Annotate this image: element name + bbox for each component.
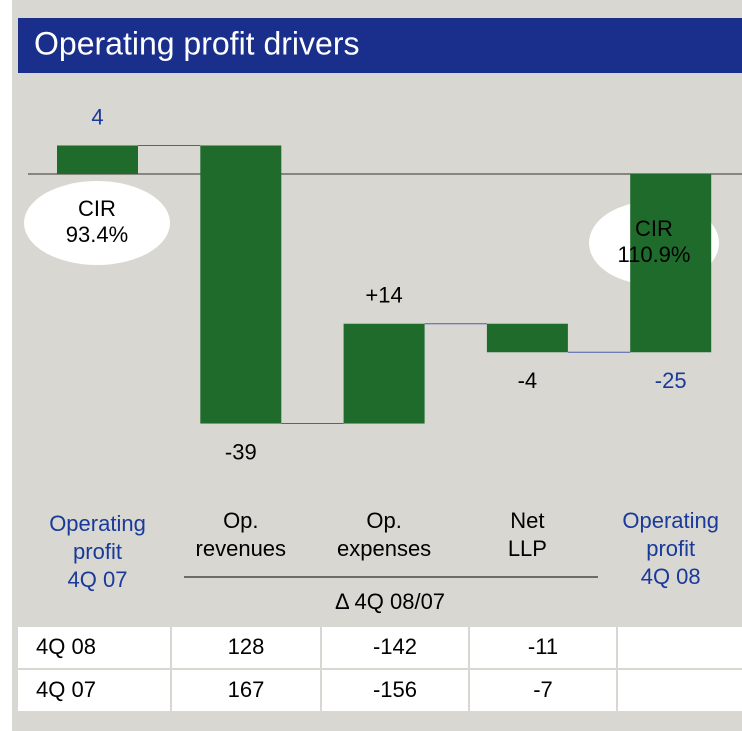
text-line: CIR xyxy=(635,216,673,241)
table-cell xyxy=(618,670,742,711)
category-label: Net LLP xyxy=(508,508,547,561)
text-line: expenses xyxy=(337,536,431,561)
table-text: 4Q 07 xyxy=(36,677,96,702)
value-label: +14 xyxy=(365,283,402,308)
title-bar xyxy=(18,18,742,73)
text-line: CIR xyxy=(78,196,116,221)
category-label: Op. expenses xyxy=(337,508,431,561)
table-cell xyxy=(470,670,616,711)
bar xyxy=(200,145,282,424)
bar xyxy=(343,323,425,424)
table-cell xyxy=(172,627,320,668)
value-label: -39 xyxy=(225,439,257,464)
table-cell xyxy=(18,670,170,711)
text-line: 4Q 08 xyxy=(641,564,701,589)
table-cell xyxy=(470,627,616,668)
text-line: 4Q 07 xyxy=(68,567,128,592)
text-line: 93.4% xyxy=(66,222,128,247)
annotation: CIR 110.9% xyxy=(618,216,691,267)
table-text: 128 xyxy=(228,634,265,659)
text-line: Op. xyxy=(366,508,401,533)
text-line: revenues xyxy=(196,536,287,561)
table-text: -142 xyxy=(373,634,417,659)
value-label: -25 xyxy=(655,368,687,393)
value-label: 4 xyxy=(91,104,103,129)
bar xyxy=(57,145,138,174)
table-cell xyxy=(322,670,468,711)
table-text: -11 xyxy=(528,634,558,659)
text-line: Net xyxy=(510,508,544,533)
bar xyxy=(630,174,712,353)
category-label: Op. revenues xyxy=(196,508,287,561)
table-text: -7 xyxy=(533,677,553,702)
text-line: 110.9% xyxy=(618,242,691,267)
text-line: LLP xyxy=(508,536,547,561)
text-line: Operating xyxy=(49,511,146,536)
annotation-bubble xyxy=(24,181,170,265)
value-label: -4 xyxy=(518,368,538,393)
table-text: 4Q 08 xyxy=(36,634,96,659)
table-text: 167 xyxy=(228,677,265,702)
text-line: Operating xyxy=(622,508,719,533)
table-text: -156 xyxy=(373,677,417,702)
text-line: Op. xyxy=(223,508,258,533)
text-line: profit xyxy=(73,539,122,564)
group-label: Δ 4Q 08/07 xyxy=(335,589,445,614)
category-label: Operating profit 4Q 08 xyxy=(622,508,719,589)
bar xyxy=(486,323,568,353)
table-cell xyxy=(618,627,742,668)
annotation: CIR 93.4% xyxy=(66,196,128,247)
table-cell xyxy=(172,670,320,711)
table-cell xyxy=(322,627,468,668)
table-cell xyxy=(18,627,170,668)
chart-title: Operating profit drivers xyxy=(34,25,359,61)
text-line: profit xyxy=(646,536,695,561)
category-label: Operating profit 4Q 07 xyxy=(49,511,146,592)
